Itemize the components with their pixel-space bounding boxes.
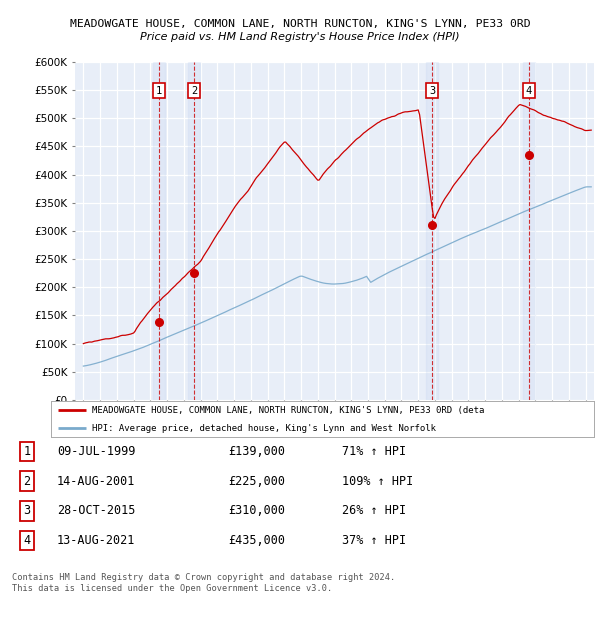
Text: MEADOWGATE HOUSE, COMMON LANE, NORTH RUNCTON, KING'S LYNN, PE33 0RD (deta: MEADOWGATE HOUSE, COMMON LANE, NORTH RUN… — [92, 405, 484, 415]
Text: 3: 3 — [23, 505, 31, 517]
Text: 109% ↑ HPI: 109% ↑ HPI — [342, 475, 413, 487]
Text: 09-JUL-1999: 09-JUL-1999 — [57, 445, 136, 458]
Text: 13-AUG-2021: 13-AUG-2021 — [57, 534, 136, 547]
Text: 2: 2 — [191, 86, 197, 95]
Text: 1: 1 — [23, 445, 31, 458]
Text: 14-AUG-2001: 14-AUG-2001 — [57, 475, 136, 487]
Text: 26% ↑ HPI: 26% ↑ HPI — [342, 505, 406, 517]
Text: £139,000: £139,000 — [228, 445, 285, 458]
Text: 4: 4 — [526, 86, 532, 95]
Text: HPI: Average price, detached house, King's Lynn and West Norfolk: HPI: Average price, detached house, King… — [92, 423, 436, 433]
Text: £435,000: £435,000 — [228, 534, 285, 547]
Text: 3: 3 — [429, 86, 435, 95]
Bar — [188, 62, 200, 400]
Text: 28-OCT-2015: 28-OCT-2015 — [57, 505, 136, 517]
Text: Price paid vs. HM Land Registry's House Price Index (HPI): Price paid vs. HM Land Registry's House … — [140, 32, 460, 42]
Bar — [426, 62, 438, 400]
Text: 71% ↑ HPI: 71% ↑ HPI — [342, 445, 406, 458]
Text: Contains HM Land Registry data © Crown copyright and database right 2024.
This d: Contains HM Land Registry data © Crown c… — [12, 574, 395, 593]
Text: 1: 1 — [156, 86, 162, 95]
Text: 37% ↑ HPI: 37% ↑ HPI — [342, 534, 406, 547]
Text: £310,000: £310,000 — [228, 505, 285, 517]
Bar — [153, 62, 165, 400]
Text: 4: 4 — [23, 534, 31, 547]
Bar — [523, 62, 535, 400]
Text: £225,000: £225,000 — [228, 475, 285, 487]
Text: MEADOWGATE HOUSE, COMMON LANE, NORTH RUNCTON, KING'S LYNN, PE33 0RD: MEADOWGATE HOUSE, COMMON LANE, NORTH RUN… — [70, 19, 530, 29]
Text: 2: 2 — [23, 475, 31, 487]
